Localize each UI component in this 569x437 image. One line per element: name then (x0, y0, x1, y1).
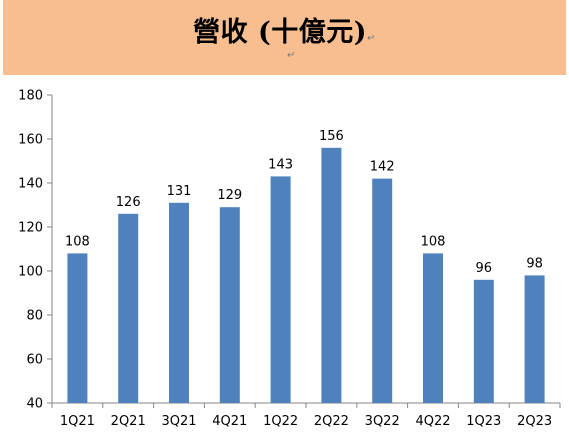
x-tick-label: 1Q23 (466, 414, 501, 429)
bar-series (67, 147, 545, 403)
bar (321, 147, 342, 403)
data-label: 142 (370, 160, 395, 175)
bar (473, 279, 494, 403)
x-tick-label: 1Q21 (60, 414, 95, 429)
x-tick-label: 3Q22 (365, 414, 400, 429)
data-label: 131 (167, 184, 192, 199)
data-label: 156 (319, 129, 344, 144)
y-tick-label: 180 (18, 89, 43, 104)
y-tick-label: 160 (18, 133, 43, 148)
bar (524, 275, 545, 403)
x-tick-label: 2Q23 (517, 414, 552, 429)
bar (372, 178, 393, 403)
paragraph-mark-icon: ↵ (287, 50, 296, 61)
y-axis: 40 60 80 100 120 140 160 180 (18, 89, 53, 412)
x-tick-label: 3Q21 (161, 414, 196, 429)
data-label: 98 (526, 256, 543, 271)
y-tick-label: 140 (18, 177, 43, 192)
x-tick-label: 2Q21 (111, 414, 146, 429)
data-label: 143 (268, 157, 293, 172)
x-axis: 1Q21 2Q21 3Q21 4Q21 1Q22 2Q22 3Q22 4Q22 1Q23 2Q23 (51, 402, 561, 429)
data-label: 129 (217, 188, 242, 203)
bar (118, 213, 139, 403)
data-label: 126 (116, 195, 141, 210)
y-tick-label: 60 (26, 353, 43, 368)
paragraph-mark-icon: ↵ (367, 33, 376, 44)
chart-title: 營收 (十億元)↵ (3, 10, 566, 49)
title-banner: 營收 (十億元)↵ ↵ (3, 0, 566, 75)
x-tick-label: 1Q22 (263, 414, 298, 429)
bar (423, 253, 443, 403)
data-label: 96 (476, 261, 493, 276)
y-tick-label: 120 (18, 221, 43, 236)
chart-title-text: 營收 (十億元) (193, 17, 368, 48)
y-tick-label: 100 (18, 265, 43, 280)
bar (169, 202, 189, 403)
x-tick-label: 4Q21 (212, 414, 247, 429)
x-tick-label: 2Q22 (314, 414, 349, 429)
bar (67, 253, 88, 403)
y-tick-label: 40 (26, 397, 43, 412)
data-label: 108 (421, 234, 446, 249)
y-tick-label: 80 (26, 309, 43, 324)
x-tick-label: 4Q22 (415, 414, 450, 429)
data-label: 108 (65, 234, 90, 249)
data-labels: 108 126 131 129 143 156 142 108 96 98 (65, 129, 543, 276)
bar (270, 176, 291, 403)
bar (219, 207, 240, 403)
